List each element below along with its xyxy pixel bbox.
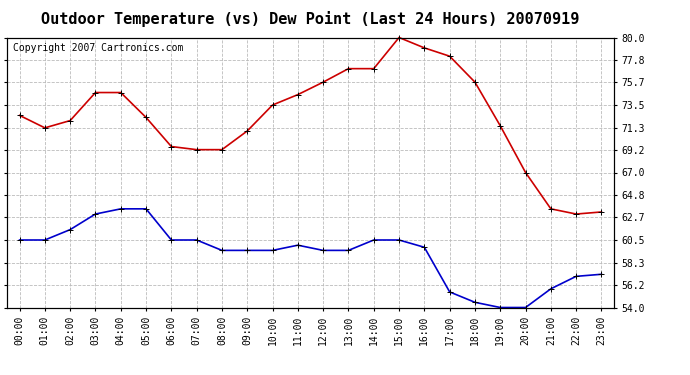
Text: Copyright 2007 Cartronics.com: Copyright 2007 Cartronics.com	[13, 43, 184, 53]
Text: Outdoor Temperature (vs) Dew Point (Last 24 Hours) 20070919: Outdoor Temperature (vs) Dew Point (Last…	[41, 11, 580, 27]
